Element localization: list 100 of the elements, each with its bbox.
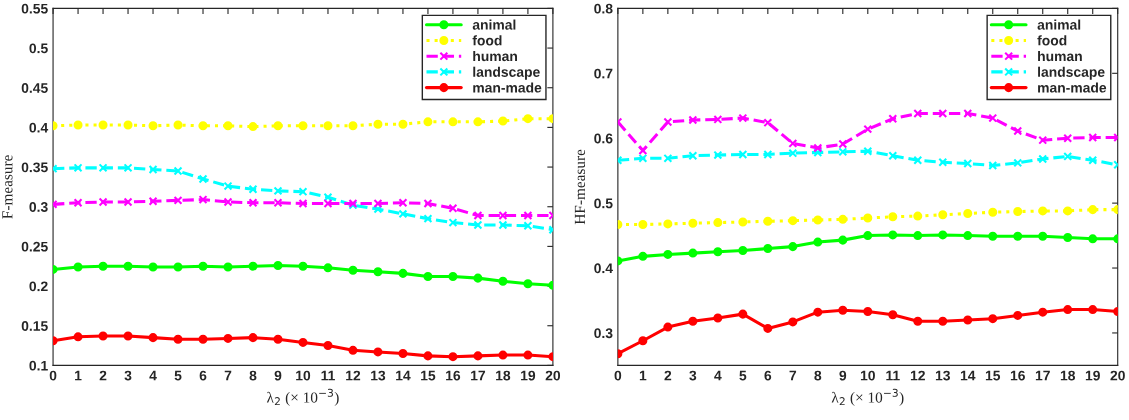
point xyxy=(1013,207,1023,217)
y-tick-label: 0.4 xyxy=(29,122,49,133)
point xyxy=(523,350,533,360)
point xyxy=(938,157,948,167)
point xyxy=(173,334,183,344)
point xyxy=(198,121,208,131)
x-tick-label: 3 xyxy=(124,370,132,381)
point xyxy=(663,249,673,259)
point xyxy=(1013,310,1023,320)
point xyxy=(323,341,333,351)
point xyxy=(963,209,973,219)
point xyxy=(1013,158,1023,168)
point xyxy=(788,216,798,226)
y-axis-title: F-measure xyxy=(2,155,13,219)
point xyxy=(173,120,183,130)
point xyxy=(988,207,998,217)
point xyxy=(498,116,508,126)
point xyxy=(273,121,283,131)
x-tick-label: 19 xyxy=(521,370,536,381)
point xyxy=(913,155,923,165)
x-tick-label: 2 xyxy=(664,370,672,381)
point xyxy=(913,109,923,119)
point xyxy=(148,121,158,131)
x-tick-label: 2 xyxy=(99,370,107,381)
x-tick-label: 16 xyxy=(446,370,461,381)
point xyxy=(398,268,408,278)
point xyxy=(398,198,408,208)
x-tick-label: 1 xyxy=(639,370,647,381)
x-tick-label: 0 xyxy=(614,370,622,381)
point xyxy=(863,231,873,241)
point xyxy=(1088,205,1098,215)
x-tick-label: 18 xyxy=(1060,370,1076,381)
x-tick-label: 19 xyxy=(1085,370,1100,381)
point xyxy=(373,347,383,357)
point xyxy=(298,187,308,197)
x-tick-label: 14 xyxy=(960,370,976,381)
point xyxy=(423,214,433,224)
point xyxy=(713,218,723,228)
point xyxy=(913,231,923,241)
point xyxy=(938,316,948,326)
point xyxy=(223,262,233,272)
point xyxy=(523,114,533,124)
point xyxy=(323,192,333,202)
y-tick-label: 0.45 xyxy=(21,83,48,93)
point xyxy=(838,214,848,224)
point xyxy=(523,279,533,289)
x-tick-label: 9 xyxy=(839,370,847,381)
legend-label: man-made xyxy=(473,82,542,93)
point xyxy=(1088,234,1098,244)
x-tick-label: 20 xyxy=(545,370,561,381)
point xyxy=(398,209,408,219)
point xyxy=(98,261,108,271)
point xyxy=(738,149,748,159)
point xyxy=(763,149,773,159)
point xyxy=(1088,133,1098,143)
point xyxy=(448,272,458,282)
point xyxy=(223,181,233,191)
x-tick-label: 11 xyxy=(321,370,335,381)
point xyxy=(1013,126,1023,136)
point xyxy=(473,117,483,127)
point xyxy=(273,260,283,270)
point xyxy=(913,316,923,326)
point xyxy=(888,212,898,222)
legend-label: animal xyxy=(472,19,516,30)
point xyxy=(788,148,798,158)
point xyxy=(763,216,773,226)
point xyxy=(473,273,483,283)
legend-label: animal xyxy=(1037,19,1081,30)
point xyxy=(298,337,308,347)
point xyxy=(148,262,158,272)
point xyxy=(473,351,483,361)
point xyxy=(148,333,158,343)
point xyxy=(663,322,673,332)
point xyxy=(373,267,383,277)
point xyxy=(988,231,998,241)
point xyxy=(938,109,948,119)
x-tick-label: 4 xyxy=(149,370,157,381)
point xyxy=(523,210,533,220)
point xyxy=(738,309,748,319)
legend-label: human xyxy=(1038,50,1082,62)
point xyxy=(73,198,83,208)
point xyxy=(813,307,823,317)
point xyxy=(423,199,433,209)
point xyxy=(838,305,848,315)
x-tick-label: 7 xyxy=(789,370,797,381)
point xyxy=(173,262,183,272)
x-tick-label: 13 xyxy=(371,370,386,381)
x-tick-label: 17 xyxy=(471,370,486,381)
legend-label: man-made xyxy=(1038,82,1107,93)
point xyxy=(963,231,973,241)
point xyxy=(738,113,748,123)
point xyxy=(1038,231,1048,241)
point xyxy=(173,166,183,176)
point xyxy=(988,160,998,170)
point xyxy=(738,217,748,227)
y-tick-label: 0.4 xyxy=(594,263,613,274)
point xyxy=(348,345,358,355)
x-tick-label: 10 xyxy=(296,370,311,381)
point xyxy=(988,113,998,123)
point xyxy=(963,159,973,169)
